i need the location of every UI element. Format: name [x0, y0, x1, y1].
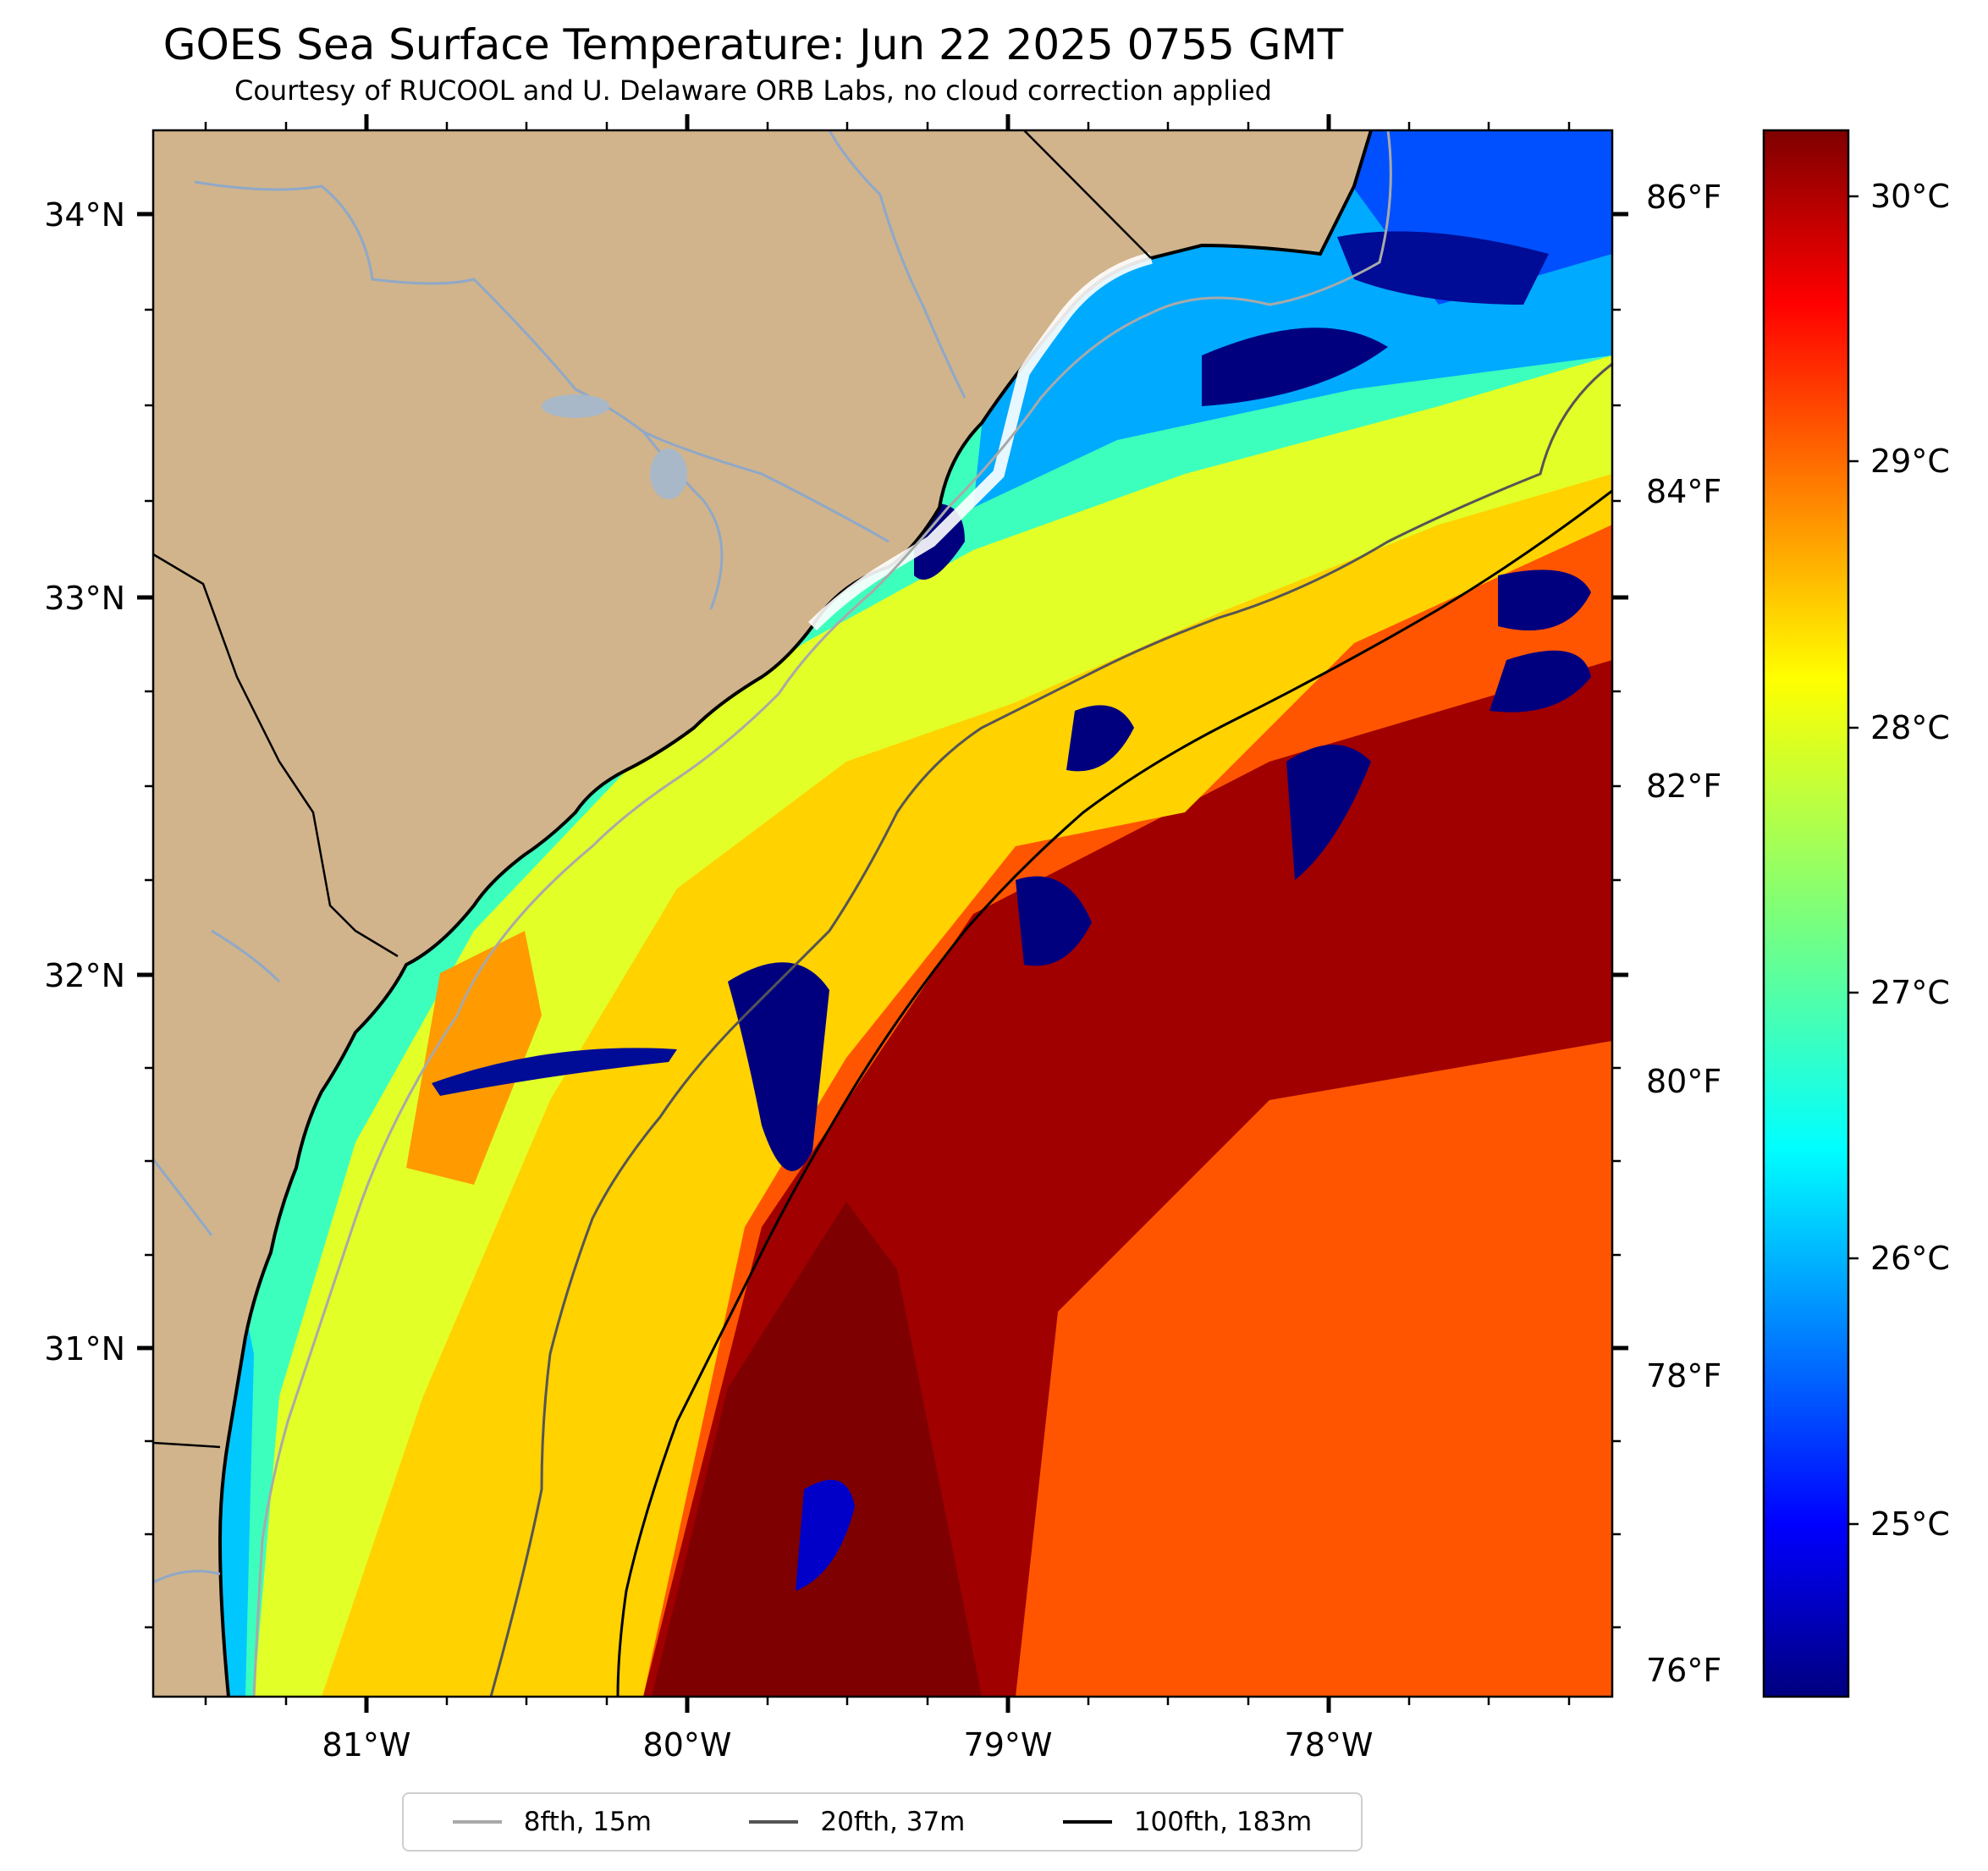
legend-swatch: [749, 1820, 799, 1824]
fahrenheit-label: 86°F: [1646, 179, 1721, 216]
river: [828, 130, 966, 399]
colorbar-ticks: [1848, 195, 1859, 1526]
cloud-patch: [1490, 650, 1591, 713]
lon-label: 81°W: [322, 1726, 411, 1764]
lat-label: 32°N: [44, 957, 125, 994]
lake: [542, 394, 609, 418]
cloud-patch: [1498, 570, 1591, 630]
legend-item-20fth: 20fth, 37m: [749, 1807, 965, 1837]
map-title: GOES Sea Surface Temperature: Jun 22 202…: [162, 20, 1344, 69]
legend-label: 8fth, 15m: [523, 1807, 652, 1837]
cloud-patch: [728, 962, 829, 1171]
colorbar-label: 29°C: [1870, 443, 1950, 480]
lon-label: 79°W: [964, 1726, 1053, 1764]
lat-label: 31°N: [44, 1330, 125, 1367]
legend-item-100fth: 100fth, 183m: [1062, 1807, 1313, 1837]
cloud-patch: [1337, 231, 1549, 305]
isobath-legend: 8fth, 15m 20fth, 37m 100fth, 183m: [402, 1792, 1363, 1852]
gulf-stream-dark: [652, 1202, 982, 1697]
lat-major-ticks: [137, 212, 1628, 1351]
coastline: [218, 130, 1373, 1697]
isobath-20fth: [489, 362, 1612, 1697]
legend-label: 20fth, 37m: [820, 1807, 966, 1837]
river: [642, 430, 889, 543]
cloud-streak: [432, 1048, 677, 1096]
lat-label: 33°N: [44, 580, 125, 617]
river: [194, 180, 724, 610]
cloud-patch: [1016, 876, 1092, 966]
colorbar-label: 28°C: [1870, 709, 1950, 746]
lon-label: 80°W: [643, 1726, 732, 1764]
sst-map: [153, 130, 1612, 1697]
cloud-patch: [1286, 745, 1371, 880]
legend-swatch: [452, 1820, 502, 1824]
no-data-coastal-band: [808, 252, 1153, 630]
legend-item-8fth: 8fth, 15m: [452, 1807, 652, 1837]
river: [211, 929, 281, 983]
fahrenheit-label: 78°F: [1646, 1357, 1721, 1395]
cloud-patch: [1202, 327, 1388, 406]
fahrenheit-label: 80°F: [1646, 1063, 1721, 1100]
state-border-sc-ga: [153, 553, 399, 958]
lat-minor-ticks: [145, 308, 1621, 1629]
lat-label: 34°N: [44, 196, 125, 234]
state-border-ga-fl: [153, 1441, 221, 1449]
colorbar-label: 27°C: [1870, 974, 1950, 1011]
colorbar-label: 25°C: [1870, 1505, 1950, 1543]
isobath-100fth: [616, 489, 1612, 1697]
colorbar: [1762, 129, 1850, 1698]
fahrenheit-label: 84°F: [1646, 473, 1721, 510]
river: [153, 1570, 221, 1584]
legend-label: 100fth, 183m: [1133, 1807, 1313, 1837]
lake: [650, 448, 687, 499]
fahrenheit-label: 76°F: [1646, 1652, 1721, 1689]
map-frame: [151, 129, 1614, 1698]
colorbar-label: 30°C: [1870, 178, 1950, 215]
cloud-patch: [1066, 705, 1134, 772]
state-border-nc-sc: [1023, 130, 1152, 259]
fahrenheit-label: 82°F: [1646, 768, 1721, 805]
isobath-8fth: [252, 130, 1392, 1697]
nearshore-warm-water: [406, 931, 542, 1185]
colorbar-label: 26°C: [1870, 1240, 1950, 1277]
land-area: [153, 130, 1371, 1697]
map-subtitle: Courtesy of RUCOOL and U. Delaware ORB L…: [234, 74, 1272, 107]
river: [153, 1158, 213, 1236]
cloud-patch: [796, 1479, 855, 1591]
lon-label: 78°W: [1285, 1726, 1374, 1764]
lon-minor-ticks: [204, 122, 1571, 1705]
lon-major-ticks: [364, 114, 1331, 1713]
legend-swatch: [1062, 1820, 1112, 1824]
